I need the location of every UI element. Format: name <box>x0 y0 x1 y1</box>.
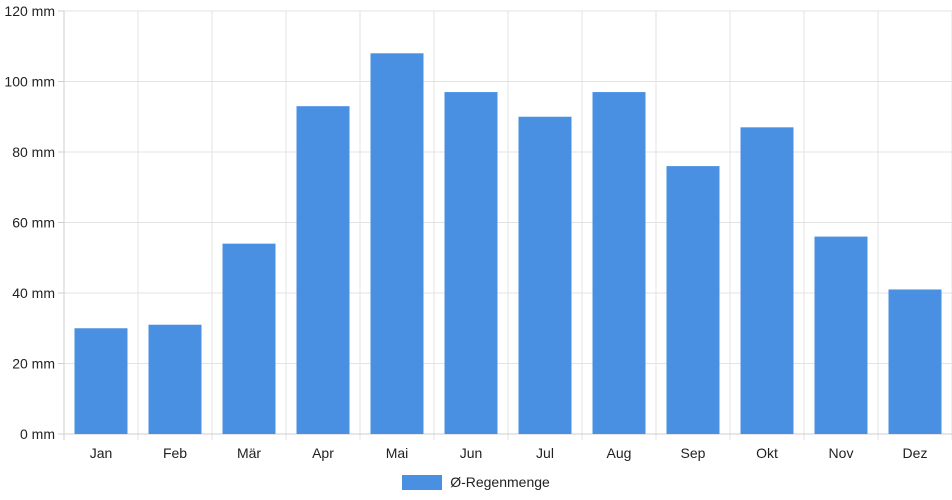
bar[interactable] <box>74 328 128 434</box>
x-tick-label: Aug <box>607 445 632 461</box>
bar[interactable] <box>148 324 202 434</box>
x-axis-tick-labels: Jan Feb Mär Apr Mai Jun Jul Aug Sep Okt Nov Dez <box>90 445 928 461</box>
bar[interactable] <box>740 127 794 434</box>
y-tick-label: 0 mm <box>20 426 55 442</box>
x-tick-label: Dez <box>903 445 928 461</box>
x-tick-label: Jan <box>90 445 113 461</box>
bar[interactable] <box>296 106 350 435</box>
y-tick-label: 20 mm <box>12 356 55 372</box>
x-tick-label: Feb <box>163 445 187 461</box>
bar[interactable] <box>666 166 720 434</box>
y-tick-label: 100 mm <box>4 74 55 90</box>
legend[interactable]: Ø-Regenmenge <box>0 470 952 494</box>
bars <box>74 53 942 435</box>
bar[interactable] <box>222 243 276 434</box>
rainfall-bar-chart: 0 mm 20 mm 40 mm 60 mm 80 mm 100 mm 120 mm Jan… <box>4 3 952 461</box>
x-tick-label: Okt <box>756 445 778 461</box>
bar[interactable] <box>814 236 868 434</box>
y-tick-label: 120 mm <box>4 3 55 19</box>
x-tick-label: Apr <box>312 445 334 461</box>
y-axis-tick-labels: 0 mm 20 mm 40 mm 60 mm 80 mm 100 mm 120 mm <box>4 3 55 442</box>
legend-swatch <box>402 474 443 490</box>
legend-label: Ø-Regenmenge <box>450 474 550 490</box>
x-tick-label: Sep <box>681 445 706 461</box>
bar[interactable] <box>518 116 572 434</box>
grid-lines <box>58 10 952 440</box>
y-tick-label: 40 mm <box>12 285 55 301</box>
bar[interactable] <box>888 289 942 434</box>
bar[interactable] <box>444 92 498 434</box>
bar[interactable] <box>370 53 424 435</box>
y-tick-label: 60 mm <box>12 215 55 231</box>
y-tick-label: 80 mm <box>12 144 55 160</box>
x-tick-label: Jul <box>536 445 554 461</box>
x-tick-label: Mär <box>237 445 261 461</box>
x-tick-label: Nov <box>829 445 854 461</box>
bar[interactable] <box>592 92 646 434</box>
x-tick-label: Mai <box>386 445 409 461</box>
x-tick-label: Jun <box>460 445 483 461</box>
